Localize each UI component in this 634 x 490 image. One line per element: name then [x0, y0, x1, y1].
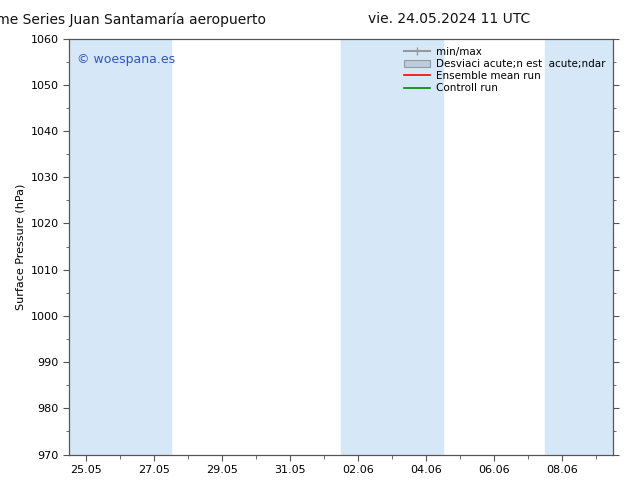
Text: ENS Time Series Juan Santamaría aeropuerto: ENS Time Series Juan Santamaría aeropuer… — [0, 12, 266, 27]
Bar — [341, 39, 392, 455]
Bar — [69, 39, 120, 455]
Bar — [120, 39, 171, 455]
Bar — [392, 39, 443, 455]
Y-axis label: Surface Pressure (hPa): Surface Pressure (hPa) — [15, 183, 25, 310]
Bar — [545, 39, 614, 455]
Text: vie. 24.05.2024 11 UTC: vie. 24.05.2024 11 UTC — [368, 12, 530, 26]
Legend: min/max, Desviaci acute;n est  acute;ndar, Ensemble mean run, Controll run: min/max, Desviaci acute;n est acute;ndar… — [401, 44, 608, 97]
Text: © woespana.es: © woespana.es — [77, 53, 176, 66]
